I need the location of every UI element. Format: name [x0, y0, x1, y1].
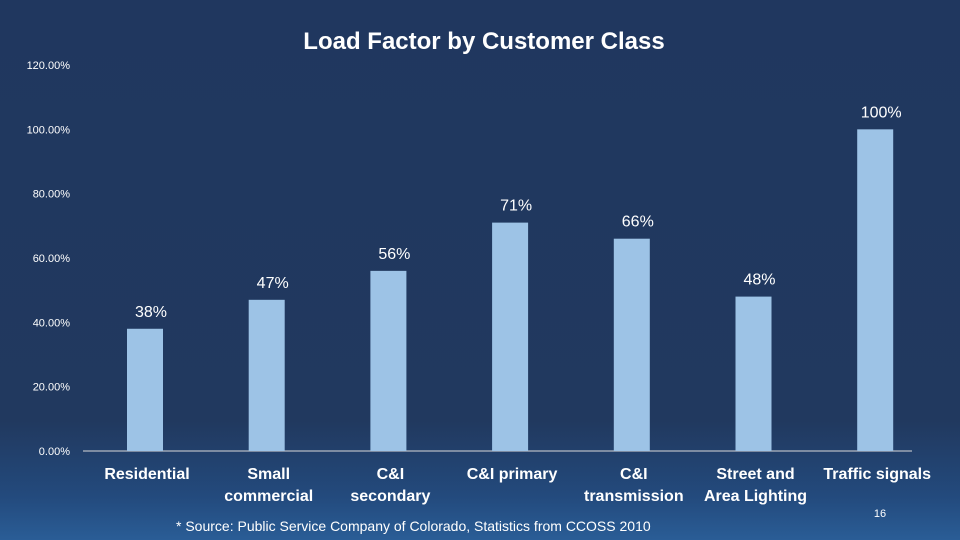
x-tick-label: C&I — [377, 466, 405, 483]
x-tick-label: transmission — [584, 488, 684, 505]
x-tick-label: C&I — [620, 466, 648, 483]
x-tick-label: Residential — [104, 466, 189, 483]
y-tick-label: 0.00% — [39, 446, 70, 458]
page-number: 16 — [874, 508, 886, 520]
data-labels: 38% 47% 56% 71% 66% 48% 100% — [135, 104, 902, 320]
bar — [492, 222, 529, 451]
x-tick-label: secondary — [350, 488, 430, 505]
y-tick-label: 20.00% — [33, 382, 71, 394]
x-tick-label: commercial — [224, 488, 313, 505]
bar — [248, 299, 285, 451]
x-tick-label: C&I primary — [467, 466, 558, 483]
bar — [735, 296, 772, 451]
bar — [370, 270, 407, 451]
data-label: 47% — [257, 275, 289, 292]
data-label: 56% — [378, 246, 410, 263]
y-tick-label: 100.00% — [27, 124, 71, 136]
x-tick-label: Traffic signals — [823, 466, 931, 483]
source-note: * Source: Public Service Company of Colo… — [176, 518, 651, 534]
y-tick-label: 60.00% — [33, 253, 71, 265]
bar — [857, 129, 894, 452]
data-label: 38% — [135, 304, 167, 321]
y-tick-label: 120.00% — [27, 60, 71, 72]
bar — [127, 328, 163, 451]
x-tick-label: Small — [247, 466, 290, 483]
data-label: 48% — [743, 272, 775, 289]
bars — [127, 129, 894, 452]
x-axis-labels: Residential Small commercial C&I secondary C&… — [104, 466, 931, 505]
data-label: 66% — [622, 214, 654, 231]
y-tick-label: 40.00% — [33, 317, 71, 329]
y-tick-label: 80.00% — [33, 189, 71, 201]
data-label: 71% — [500, 198, 532, 215]
bar — [613, 238, 650, 451]
x-tick-label: Area Lighting — [704, 488, 807, 505]
data-label: 100% — [861, 104, 902, 121]
y-axis-ticks: 0.00% 20.00% 40.00% 60.00% 80.00% 100.00% 120.… — [27, 60, 71, 458]
chart-title: Load Factor by Customer Class — [303, 28, 664, 55]
x-tick-label: Street and — [716, 466, 794, 483]
